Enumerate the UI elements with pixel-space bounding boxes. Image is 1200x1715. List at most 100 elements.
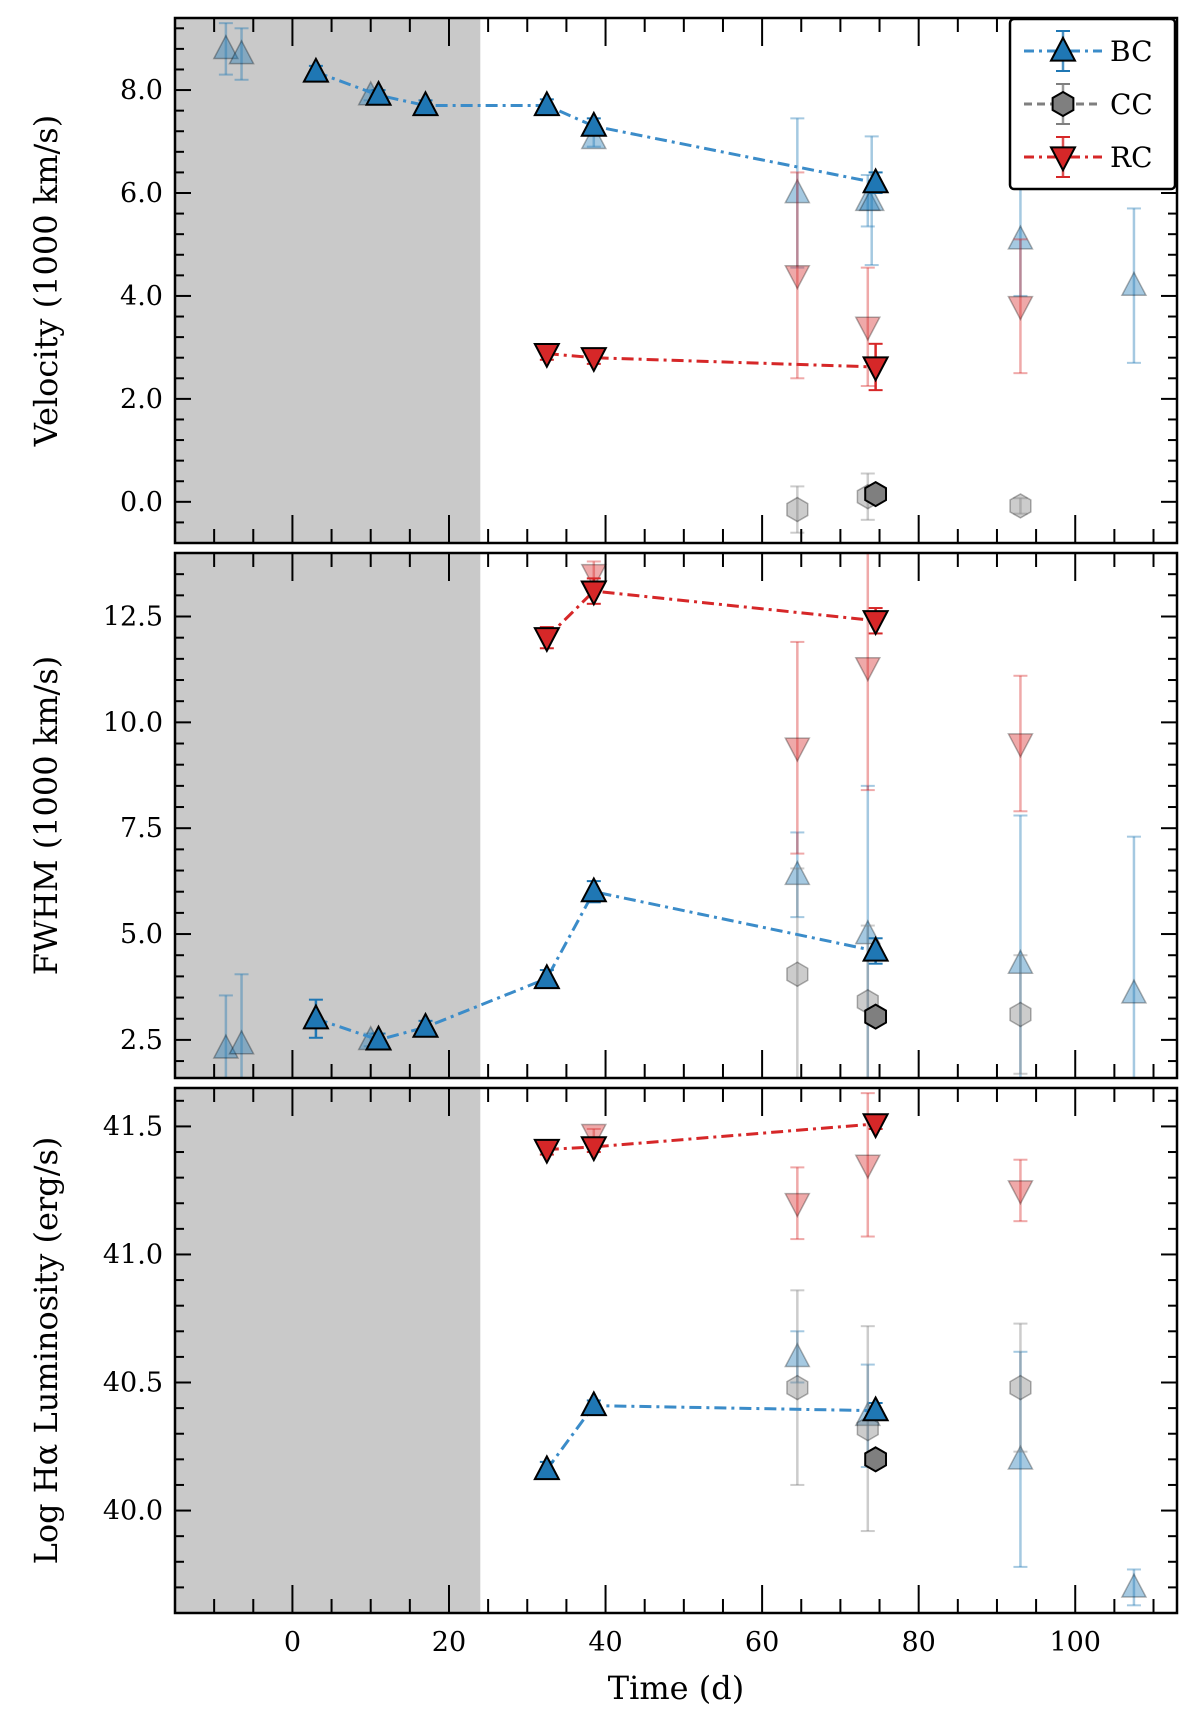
cc-faint-point [1009,1001,1032,1028]
y-tick-label: 6.0 [120,178,163,209]
plot-area [533,1092,1148,1607]
bc-point [580,110,608,137]
bc-point [580,1390,608,1417]
bc-faint-point [1007,948,1034,975]
cc-faint-point [786,496,809,523]
y-tick-label: 41.0 [103,1239,163,1270]
legend-label: RC [1110,141,1153,174]
rc-point [861,610,890,637]
bc-faint-point [1120,978,1148,1004]
bc-point [411,90,440,117]
cc-point [864,1446,888,1473]
rc-faint-point [854,656,882,683]
y-tick-label: 40.5 [103,1368,163,1399]
rc-faint-point [1007,295,1034,322]
bc-series-line [315,890,876,1042]
rc-point [580,1136,608,1163]
shaded-region [175,18,481,543]
rc-faint-point [580,1123,608,1149]
y-tick-label: 4.0 [120,281,163,312]
rc-point [533,1138,561,1165]
bc-faint-point [212,34,240,60]
shaded-region [175,1088,481,1613]
panel-velocity: 0.0 2.0 4.0 6.0 8.0 Velocity (1000 km/s) [27,16,1179,545]
legend-marker [1049,35,1077,62]
x-axis-title: Time (d) [608,1669,744,1707]
x-tick-label: 80 [901,1627,935,1658]
bc-point [533,1454,561,1481]
bc-faint-point [580,124,608,150]
cc-faint-point [786,1374,809,1401]
cc-point [864,1003,888,1030]
y-tick-label: 41.5 [103,1111,163,1142]
bc-faint-point [854,185,882,212]
x-tick-label: 0 [284,1627,301,1658]
panel-luminosity: 40.0 40.5 41.0 41.5 Log Hα Luminosity (erg/s… [27,1086,1179,1707]
axes-frame [173,16,1179,545]
plot-area [212,22,1148,534]
x-tick-label: 40 [588,1627,622,1658]
rc-point [861,1113,890,1140]
bc-point [364,79,393,106]
rc-faint-point [784,265,811,291]
legend-marker [1051,90,1075,118]
axes-frame [173,551,1179,1080]
rc-point [533,342,561,369]
y-tick-label: 0.0 [120,487,163,518]
rc-point [580,347,608,374]
y-tick-label: 5.0 [120,919,163,950]
x-tick-label: 60 [745,1627,779,1658]
bc-point [861,935,890,962]
cc-faint-point [1009,493,1032,519]
y-axis-title: Log Hα Luminosity (erg/s) [27,1137,65,1565]
rc-faint-point [784,1192,811,1219]
bc-point [302,1003,330,1030]
plot-area [212,553,1148,1078]
axes-frame [173,1086,1179,1615]
bc-faint-point [1120,1572,1148,1598]
bc-point [364,1024,393,1051]
legend-entry-bc: BC [1024,30,1153,72]
x-tick-label: 20 [432,1627,466,1658]
cc-faint-point [786,961,809,988]
x-ticks [174,553,1155,1078]
panel-fwhm: 2.5 5.0 7.5 10.0 12.5 FWHM (1000 km/s) [27,551,1179,1080]
legend-entry-rc: RC [1024,136,1153,178]
bc-point [580,876,608,903]
legend-label: BC [1110,35,1153,68]
bc-faint-point [228,1029,255,1055]
rc-point [533,627,561,654]
x-ticks [174,18,1155,543]
y-tick-label: 7.5 [120,813,163,844]
cc-faint-point [856,1415,879,1442]
y-tick-label: 12.5 [103,602,163,633]
bc-faint-point [858,185,885,212]
rc-point [580,580,608,607]
rc-series-line [546,352,876,369]
shaded-region [175,553,481,1078]
x-tick-label: 100 [1049,1627,1101,1658]
cc-point [864,480,888,508]
y-tick-label: 10.0 [103,707,163,738]
bc-series-line [315,70,876,185]
bc-point [411,1011,440,1038]
y-axis-title: Velocity (1000 km/s) [27,115,65,447]
cc-faint-point [1009,1374,1032,1401]
chart-panels: 0.0 2.0 4.0 6.0 8.0 Velocity (1000 km/s) 2.5 5.… [27,16,1179,1707]
legend: BC CC RC [1008,17,1177,191]
rc-series-line [546,1122,876,1151]
y-ticks [175,1099,1177,1614]
bc-point [533,963,561,990]
bc-faint-point [784,1342,811,1368]
bc-point [533,90,561,117]
bc-faint-point [784,859,811,886]
y-ticks [175,552,1177,1063]
legend-marker [1049,146,1077,173]
rc-faint-point [1007,1180,1034,1206]
legend-label: CC [1110,88,1153,121]
y-tick-label: 2.5 [120,1025,163,1056]
y-tick-label: 8.0 [120,75,163,106]
rc-faint-point [854,316,882,342]
y-axis-title: FWHM (1000 km/s) [27,656,65,975]
